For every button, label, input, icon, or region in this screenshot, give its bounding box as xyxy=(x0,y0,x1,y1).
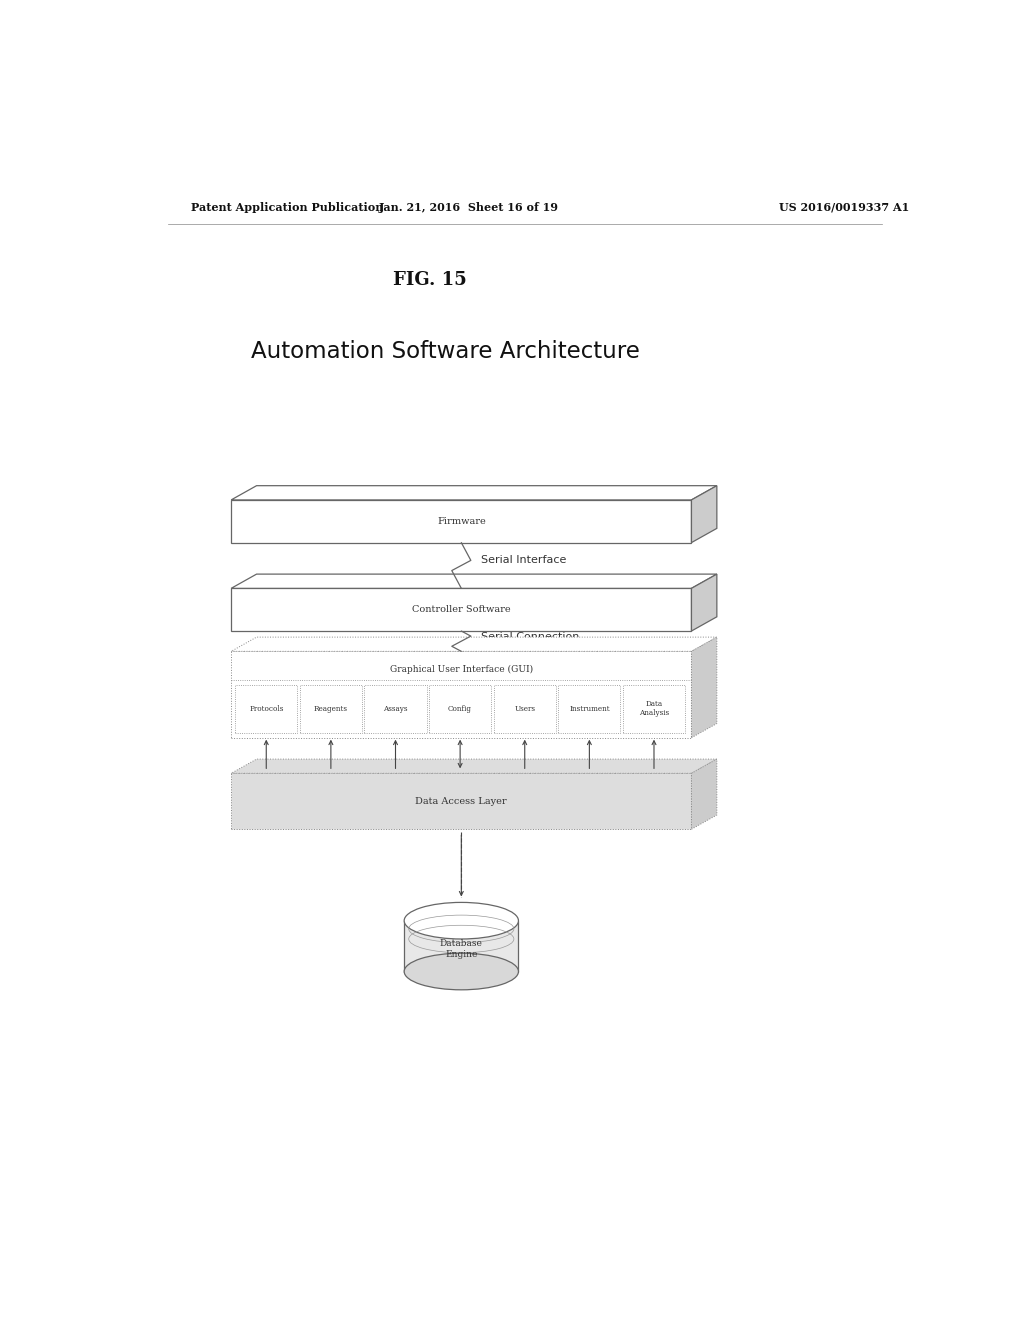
Bar xyxy=(623,685,685,733)
Bar xyxy=(494,685,556,733)
Polygon shape xyxy=(231,759,717,774)
Bar xyxy=(236,685,297,733)
Bar xyxy=(231,589,691,631)
Text: Controller Software: Controller Software xyxy=(412,605,511,614)
Text: Protocols: Protocols xyxy=(249,705,284,713)
Text: Automation Software Architecture: Automation Software Architecture xyxy=(251,341,640,363)
Text: Config: Config xyxy=(449,705,472,713)
Text: Firmware: Firmware xyxy=(437,516,485,525)
Ellipse shape xyxy=(404,903,518,939)
Polygon shape xyxy=(691,574,717,631)
Polygon shape xyxy=(691,486,717,543)
Polygon shape xyxy=(231,574,717,589)
Bar xyxy=(404,921,518,972)
Text: Serial Interface: Serial Interface xyxy=(481,556,566,565)
Text: FIG. 15: FIG. 15 xyxy=(392,272,467,289)
Polygon shape xyxy=(231,638,717,651)
Text: Reagents: Reagents xyxy=(314,705,348,713)
Polygon shape xyxy=(231,486,717,500)
Text: Database
Engine: Database Engine xyxy=(440,940,482,958)
Bar xyxy=(231,500,691,543)
Text: Jan. 21, 2016  Sheet 16 of 19: Jan. 21, 2016 Sheet 16 of 19 xyxy=(379,202,559,213)
Text: Data Access Layer: Data Access Layer xyxy=(416,797,507,805)
Text: Assays: Assays xyxy=(383,705,408,713)
Polygon shape xyxy=(691,759,717,829)
Bar xyxy=(300,685,362,733)
Text: Data
Analysis: Data Analysis xyxy=(639,700,669,717)
Text: Serial Connection: Serial Connection xyxy=(481,632,580,642)
Bar xyxy=(558,685,621,733)
Text: Users: Users xyxy=(514,705,536,713)
Text: Graphical User Interface (GUI): Graphical User Interface (GUI) xyxy=(390,665,532,675)
Text: US 2016/0019337 A1: US 2016/0019337 A1 xyxy=(778,202,909,213)
Bar xyxy=(429,685,492,733)
Text: Patent Application Publication: Patent Application Publication xyxy=(191,202,384,213)
Bar xyxy=(231,774,691,829)
Polygon shape xyxy=(691,638,717,738)
Text: Instrument: Instrument xyxy=(569,705,609,713)
Bar xyxy=(365,685,427,733)
Bar xyxy=(231,651,691,738)
Ellipse shape xyxy=(404,953,518,990)
